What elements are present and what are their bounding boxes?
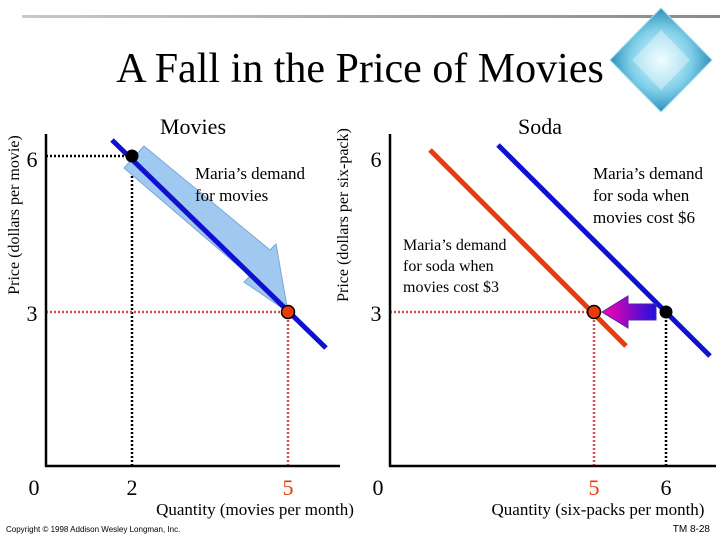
slide-logo bbox=[609, 7, 713, 113]
slide-title: A Fall in the Price of Movies bbox=[116, 46, 604, 92]
movies-panel: Movies Price (dollars per movie) Quantit… bbox=[6, 114, 354, 519]
movies-curve-label-line1: Maria’s demand bbox=[195, 164, 305, 183]
footer-slide-id: TM 8-28 bbox=[673, 524, 711, 535]
soda-x-axis-label: Quantity (six-packs per month) bbox=[492, 500, 705, 519]
soda-point-6-3 bbox=[659, 305, 673, 319]
soda-blue-label-line1: Maria’s demand bbox=[593, 164, 703, 183]
soda-x-tick-0: 0 bbox=[373, 475, 384, 500]
footer-copyright: Copyright © 1998 Addison Wesley Longman,… bbox=[6, 525, 180, 534]
soda-red-label-line2: for soda when bbox=[403, 258, 494, 275]
soda-blue-label-line2: for soda when bbox=[593, 186, 690, 205]
soda-x-tick-5: 5 bbox=[589, 475, 600, 500]
soda-demand-curve-movies-6 bbox=[496, 143, 712, 358]
movies-x-tick-0: 0 bbox=[29, 475, 40, 500]
movies-axes bbox=[44, 134, 340, 468]
soda-red-label-line1: Maria’s demand bbox=[403, 237, 507, 254]
movies-panel-title: Movies bbox=[160, 114, 226, 139]
soda-x-tick-6: 6 bbox=[661, 475, 672, 500]
movies-point-5-3 bbox=[280, 304, 296, 320]
soda-point-5-3 bbox=[586, 304, 602, 320]
soda-red-label-line3: movies cost $3 bbox=[403, 279, 499, 296]
soda-y-axis-label: Price (dollars per six-pack) bbox=[335, 128, 352, 302]
movies-x-tick-2: 2 bbox=[127, 475, 138, 500]
movies-y-tick-6: 6 bbox=[27, 147, 38, 172]
movies-x-axis-label: Quantity (movies per month) bbox=[156, 500, 354, 519]
movies-point-2-6 bbox=[125, 149, 139, 163]
soda-panel: Soda Price (dollars per six-pack) Quanti… bbox=[335, 114, 716, 519]
soda-y-tick-3: 3 bbox=[371, 301, 382, 326]
soda-blue-label-line3: movies cost $6 bbox=[593, 208, 695, 227]
movies-y-tick-3: 3 bbox=[27, 301, 38, 326]
movies-x-tick-5: 5 bbox=[283, 475, 294, 500]
movies-y-axis-label: Price (dollars per movie) bbox=[6, 135, 23, 295]
soda-axes bbox=[388, 134, 716, 468]
soda-panel-title: Soda bbox=[518, 114, 562, 139]
top-rule bbox=[22, 15, 720, 18]
soda-y-tick-6: 6 bbox=[371, 147, 382, 172]
soda-shift-arrow bbox=[601, 295, 657, 329]
movies-curve-label-line2: for movies bbox=[195, 186, 268, 205]
